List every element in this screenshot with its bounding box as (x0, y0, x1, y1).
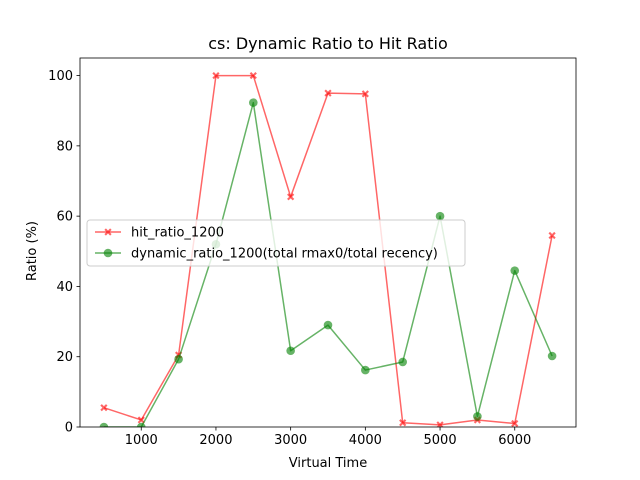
legend-entry: hit_ratio_1200 (95, 226, 224, 241)
data-point (212, 71, 220, 80)
data-point (473, 412, 482, 421)
data-point (137, 416, 145, 424)
data-point (287, 193, 295, 201)
data-point (174, 354, 183, 364)
plot-area (99, 71, 557, 427)
x-tick-label: 5000 (424, 433, 457, 448)
y-tick-label: 0 (65, 421, 73, 436)
data-point (547, 351, 557, 361)
series-dynamic-ratio (99, 98, 557, 427)
data-point (510, 266, 520, 275)
data-point (398, 357, 407, 367)
x-tick-label: 4000 (349, 433, 382, 448)
data-point (100, 404, 108, 412)
chart-title: cs: Dynamic Ratio to Hit Ratio (208, 34, 447, 53)
data-point (399, 419, 407, 427)
data-point (99, 422, 109, 427)
x-tick-label: 1000 (125, 433, 158, 448)
legend-box (86, 219, 466, 267)
data-point (436, 421, 444, 427)
data-point (548, 231, 556, 240)
y-tick-label: 40 (56, 280, 73, 295)
data-point (136, 422, 146, 427)
x-tick-label: 6000 (498, 433, 531, 448)
x-tick-label: 2000 (199, 433, 232, 448)
data-point (286, 346, 295, 356)
data-point (323, 320, 333, 330)
data-point (361, 90, 369, 98)
legend-entry: dynamic_ratio_1200(total rmax0/total rec… (95, 247, 438, 262)
legend-marker (104, 228, 112, 236)
axes: 1000 2000 3000 4000 5000 6000 0 20 40 60 80 100 (48, 57, 577, 448)
legend-marker (103, 248, 113, 258)
legend: hit_ratio_1200 dynamic_ratio_1200(total r… (86, 219, 466, 267)
x-axis-label: Virtual Time (289, 456, 367, 471)
legend-label: hit_ratio_1200 (131, 226, 224, 241)
data-point (249, 98, 258, 107)
y-tick-label: 20 (56, 350, 73, 365)
y-tick-label: 80 (56, 139, 73, 154)
axes-frame (79, 57, 577, 428)
data-point (324, 89, 332, 97)
y-tick-label: 100 (48, 69, 73, 84)
data-point (511, 419, 519, 427)
x-tick-label: 3000 (274, 433, 307, 448)
y-axis-label: Ratio (%) (25, 221, 40, 281)
y-tick-label: 60 (56, 210, 73, 225)
data-point (361, 365, 370, 375)
legend-label: dynamic_ratio_1200(total rmax0/total rec… (131, 247, 438, 262)
data-point (435, 211, 445, 221)
series-group (99, 71, 557, 427)
data-point (249, 71, 257, 80)
